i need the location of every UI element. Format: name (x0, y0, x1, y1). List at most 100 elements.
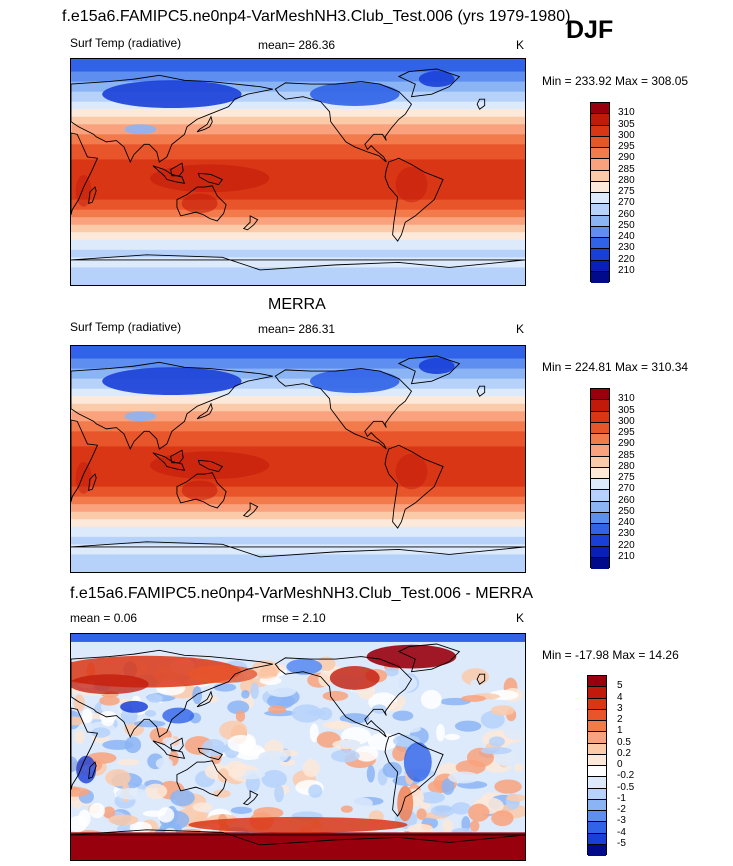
temperature-band (71, 476, 525, 488)
colorbar-tick-label: 1 (617, 725, 623, 737)
colorbar-swatch (591, 479, 609, 491)
panel3-colorbar (587, 675, 607, 856)
colorbar-tick-label: 230 (618, 242, 635, 254)
coastline (71, 707, 99, 790)
temperature-field (71, 59, 525, 285)
colorbar-swatch (591, 501, 609, 513)
coastline (274, 656, 413, 738)
cold-region (124, 124, 157, 135)
colorbar-swatch (591, 546, 609, 558)
difference-blob (71, 716, 85, 726)
colorbar-tick-label: 250 (618, 505, 635, 517)
difference-blob (351, 797, 373, 810)
coastline (197, 747, 224, 761)
difference-blob (385, 721, 412, 734)
panel2-map (70, 345, 526, 573)
colorbar-tick-label: 230 (618, 528, 635, 540)
temperature-band (71, 232, 525, 241)
warm-bias (366, 644, 457, 669)
coastline (242, 790, 259, 806)
cold-region (102, 80, 242, 109)
difference-blob (451, 802, 472, 815)
colorbar-tick-label: 275 (618, 472, 635, 483)
warm-bias (187, 665, 258, 684)
cold-bias (120, 700, 148, 713)
colorbar-swatch (588, 822, 606, 834)
coastline (476, 98, 486, 110)
difference-blob (133, 720, 166, 728)
temperature-band (71, 101, 525, 110)
temperature-band (71, 239, 525, 251)
colorbar-swatch (591, 103, 609, 115)
difference-blob (115, 787, 148, 800)
difference-blob (162, 737, 176, 745)
temperature-band (71, 544, 525, 555)
colorbar-tick-label: 280 (618, 174, 635, 186)
coastline (170, 449, 184, 464)
coastline (397, 355, 461, 385)
difference-blob (73, 694, 85, 712)
colorbar-swatch (591, 434, 609, 446)
warm-region (149, 164, 270, 193)
warm-region (75, 174, 92, 207)
difference-blob (354, 745, 379, 762)
difference-blob (470, 679, 480, 688)
difference-blob (407, 823, 434, 835)
cold-region (418, 358, 455, 375)
colorbar-swatch (588, 732, 606, 744)
difference-blob (461, 668, 490, 686)
difference-blob (105, 769, 131, 787)
warm-region (149, 451, 270, 480)
difference-blob (250, 682, 259, 700)
temperature-band (71, 526, 525, 538)
coastline (71, 74, 273, 164)
colorbar-tick-label: 300 (618, 129, 635, 141)
colorbar-swatch (588, 676, 606, 688)
difference-blob (71, 756, 78, 773)
colorbar-swatch (588, 788, 606, 800)
difference-blob (416, 808, 427, 821)
difference-blob (201, 739, 226, 757)
coastline (384, 157, 444, 242)
warm-bias (397, 785, 414, 822)
warm-bias (329, 666, 380, 690)
difference-blob (448, 771, 480, 784)
panel2-colorbar (590, 388, 610, 569)
panel2-mean: mean= 286.31 (258, 322, 336, 336)
difference-blob (117, 758, 140, 766)
colorbar-tick-label: 4 (617, 691, 623, 703)
colorbar-tick-label: 295 (618, 427, 635, 438)
warm-region (181, 480, 218, 501)
colorbar-tick-label: 260 (618, 494, 635, 506)
temperature-band (71, 144, 525, 160)
temperature-band (71, 59, 525, 73)
difference-blob (436, 723, 445, 742)
temperature-band (71, 134, 525, 145)
colorbar-swatch (591, 445, 609, 457)
difference-blob (258, 750, 288, 764)
colorbar-tick-label: 305 (618, 118, 635, 130)
temperature-field (71, 346, 525, 572)
coastline (242, 502, 259, 518)
panel1-colorbar (590, 102, 610, 283)
difference-blob (144, 710, 157, 717)
colorbar-swatch (591, 400, 609, 412)
coastline (71, 541, 525, 558)
antarctic-band (71, 556, 525, 572)
coastline (71, 649, 273, 739)
colorbar-tick-label: 290 (618, 152, 635, 164)
coastline (274, 81, 413, 163)
temperature-band (71, 511, 525, 520)
temperature-band (71, 71, 525, 83)
panel1-units: K (516, 38, 525, 52)
difference-blob (217, 768, 230, 783)
colorbar-tick-label: -3 (617, 815, 626, 827)
colorbar-swatch (591, 490, 609, 502)
difference-blob (461, 816, 471, 832)
temperature-band (71, 346, 525, 360)
panel1-map (70, 58, 526, 286)
temperature-band (71, 536, 525, 545)
difference-blob (89, 802, 105, 819)
difference-blob (326, 720, 352, 730)
coastline (476, 385, 486, 397)
